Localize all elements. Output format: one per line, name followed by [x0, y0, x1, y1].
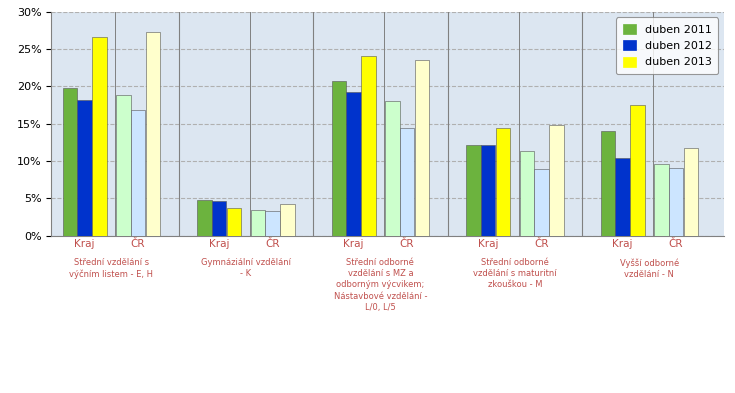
Text: Střední odborné
vzdělání s MZ a
odborným výcvikem;
Nástavbové vzdělání -
L/0, L/: Střední odborné vzdělání s MZ a odborným…: [334, 258, 427, 312]
Bar: [520, 151, 534, 236]
Bar: [280, 204, 295, 236]
Bar: [226, 208, 241, 236]
Bar: [600, 131, 615, 236]
Bar: [549, 125, 564, 236]
Bar: [197, 200, 212, 236]
Text: Gymnáziální vzdělání
- K: Gymnáziální vzdělání - K: [201, 258, 291, 278]
Bar: [534, 169, 549, 236]
Bar: [62, 88, 77, 236]
Bar: [265, 211, 280, 236]
Text: Střední odborné
vzdělání s maturitní
zkouškou - M: Střední odborné vzdělání s maturitní zko…: [473, 258, 556, 289]
Text: Střední vzdělání s
výčním listem - E, H: Střední vzdělání s výčním listem - E, H: [69, 258, 154, 279]
Bar: [346, 92, 361, 236]
Bar: [77, 100, 92, 236]
Bar: [400, 127, 415, 236]
Bar: [331, 81, 346, 236]
Bar: [92, 37, 107, 236]
Bar: [131, 110, 146, 236]
Bar: [415, 60, 429, 236]
Bar: [481, 145, 495, 236]
Bar: [251, 210, 265, 236]
Bar: [495, 127, 510, 236]
Bar: [466, 145, 481, 236]
Text: Vyšší odborné
vzdělání - N: Vyšší odborné vzdělání - N: [620, 258, 679, 279]
Bar: [116, 95, 131, 236]
Legend: duben 2011, duben 2012, duben 2013: duben 2011, duben 2012, duben 2013: [616, 17, 718, 74]
Bar: [669, 168, 684, 236]
Bar: [654, 164, 669, 236]
Bar: [146, 32, 160, 236]
Bar: [684, 148, 698, 236]
Bar: [615, 158, 630, 236]
Bar: [630, 105, 645, 236]
Bar: [212, 202, 226, 236]
Bar: [385, 101, 400, 236]
Bar: [361, 56, 376, 236]
